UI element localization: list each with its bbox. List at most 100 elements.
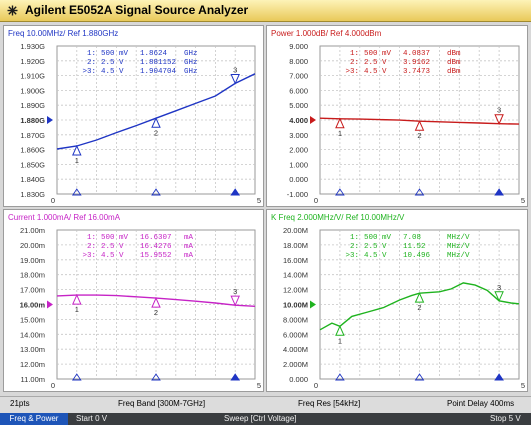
y-tick-label: 14.00M: [283, 271, 308, 280]
marker-position-indicator[interactable]: [151, 188, 161, 196]
y-tick-label: 3.000: [289, 131, 308, 140]
marker-position-indicator[interactable]: [414, 373, 425, 381]
readout-unit: MHz/V: [447, 234, 470, 242]
marker-triangle: [414, 291, 425, 303]
marker-label: 3: [497, 106, 501, 115]
trace-graph[interactable]: Current 1.000mA/ Ref 16.00mA 21.00m 20.00m…: [4, 210, 263, 391]
readout-unit: mA: [184, 243, 194, 251]
trace-marker-2[interactable]: 2: [414, 291, 425, 312]
y-tick-label: 7.000: [289, 72, 308, 81]
readout-voltage: 2.5 V: [101, 59, 124, 67]
reference-level-pointer[interactable]: [47, 116, 53, 124]
trace-marker-2[interactable]: 2: [151, 117, 161, 137]
points-setting[interactable]: 21pts: [10, 399, 30, 408]
readout-value: 16.4276: [140, 243, 172, 251]
point-delay-setting[interactable]: Point Delay 400ms: [447, 399, 515, 408]
trace-graph[interactable]: Freq 10.00MHz/ Ref 1.880GHz 1.930G 1.920G 1…: [4, 26, 263, 206]
readout-unit: dBm: [447, 59, 461, 67]
trace-marker-1[interactable]: 1: [72, 293, 82, 314]
y-tick-label: 1.900G: [20, 86, 45, 95]
marker-position-indicator[interactable]: [335, 373, 345, 381]
readout-voltage: 500 mV: [101, 50, 129, 58]
trace-marker-2[interactable]: 2: [151, 296, 161, 317]
readout-value: 11.52: [403, 243, 426, 251]
marker-label: 1: [75, 156, 79, 165]
measurement-mode-button[interactable]: Freq & Power: [0, 413, 68, 425]
readout-unit: GHz: [184, 68, 198, 76]
trace-title: K Freq 2.000MHz/V/ Ref 10.00MHz/V: [271, 213, 405, 222]
readout-marker-id: >3:: [82, 252, 96, 260]
marker-position-indicator[interactable]: [230, 373, 241, 381]
y-tick-label: 1.890G: [20, 101, 45, 110]
trace-marker-3[interactable]: 3: [494, 106, 504, 125]
readout-marker-id: 1:: [350, 234, 359, 242]
y-tick-label: 6.000: [289, 86, 308, 95]
freq-res-setting[interactable]: Freq Res [54kHz]: [298, 399, 361, 408]
y-tick-label: 1.910G: [20, 72, 45, 81]
y-tick-label: 4.000M: [283, 345, 308, 354]
trace-marker-1[interactable]: 1: [335, 117, 345, 138]
y-tick-label: 1.870G: [20, 131, 45, 140]
readout-voltage: 2.5 V: [101, 243, 124, 251]
readout-value: 15.9552: [140, 252, 172, 260]
y-tick-label: 18.00M: [283, 241, 308, 250]
marker-label: 2: [417, 303, 421, 312]
current-trace-panel[interactable]: Current 1.000mA/ Ref 16.00mA 21.00m 20.00m…: [3, 209, 264, 392]
readout-value: 1.904704: [140, 68, 177, 76]
freq-band-setting[interactable]: Freq Band [300M-7GHz]: [118, 399, 206, 408]
marker-position-indicator[interactable]: [494, 373, 504, 381]
y-tick-label: 20.00m: [20, 241, 45, 250]
marker-position-indicator[interactable]: [71, 188, 82, 196]
marker-position-indicator[interactable]: [230, 188, 241, 196]
trace-title: Current 1.000mA/ Ref 16.00mA: [8, 213, 121, 222]
trace-title: Freq 10.00MHz/ Ref 1.880GHz: [8, 29, 118, 38]
marker-label: 1: [338, 336, 342, 345]
trace-marker-3[interactable]: 3: [230, 287, 240, 307]
graticule: [56, 229, 256, 380]
readout-marker-id: 1:: [87, 234, 96, 242]
y-tick-label: 0.000: [289, 375, 308, 384]
marker-position-indicator[interactable]: [335, 188, 345, 196]
sweep-start: Start 0 V: [76, 414, 108, 423]
reference-level-pointer[interactable]: [310, 300, 316, 309]
y-tick-label: 13.00m: [20, 345, 45, 354]
y-tick-label: 1.000: [289, 160, 308, 169]
reference-level-pointer[interactable]: [47, 300, 53, 309]
y-tick-label: 11.00m: [21, 375, 45, 384]
marker-label: 2: [154, 308, 158, 317]
y-tick-label: 1.850G: [20, 160, 45, 169]
marker-position-indicator[interactable]: [494, 188, 504, 196]
frequency-trace-panel[interactable]: Freq 10.00MHz/ Ref 1.880GHz 1.930G 1.920G 1…: [3, 25, 264, 207]
marker-position-indicator[interactable]: [414, 188, 425, 196]
trace-marker-1[interactable]: 1: [72, 144, 82, 165]
power-trace-panel[interactable]: Power 1.000dB/ Ref 4.000dBm 9.000 8.000 7.0…: [266, 25, 528, 207]
marker-triangle: [72, 144, 82, 156]
marker-readout-table: 1: 500 mV 1.8624 GHz 2: 2.5 V 1.881152 GHz >3: 4.…: [82, 50, 197, 76]
marker-label: 2: [154, 128, 158, 137]
y-tick-label: 12.00M: [283, 286, 308, 295]
readout-marker-id: >3:: [345, 68, 359, 76]
trace-marker-1[interactable]: 1: [335, 325, 345, 345]
trace-marker-3[interactable]: 3: [230, 65, 240, 85]
trace-marker-2[interactable]: 2: [414, 120, 425, 140]
y-tick-label: 8.000M: [283, 315, 308, 324]
readout-marker-id: >3:: [345, 252, 359, 260]
marker-triangle: [494, 291, 504, 303]
marker-triangle: [151, 117, 161, 128]
trace-graph[interactable]: K Freq 2.000MHz/V/ Ref 10.00MHz/V 20.00M 1…: [267, 210, 527, 391]
marker-label: 2: [417, 131, 421, 140]
marker-position-indicator[interactable]: [71, 373, 82, 381]
reference-level-pointer[interactable]: [310, 116, 316, 124]
readout-marker-id: 2:: [87, 243, 96, 251]
tuning-sensitivity-trace-panel[interactable]: K Freq 2.000MHz/V/ Ref 10.00MHz/V 20.00M 1…: [266, 209, 528, 392]
y-tick-label: 19.00m: [20, 256, 45, 265]
trace-marker-3[interactable]: 3: [494, 283, 504, 303]
graticule: [56, 45, 256, 195]
y-tick-label: 1.880G: [20, 116, 45, 125]
status-bar: Freq & Power Start 0 V Sweep [Ctrl Volta…: [0, 413, 531, 425]
y-tick-label: 20.00M: [283, 226, 308, 235]
y-tick-label: 9.000: [289, 42, 308, 51]
marker-position-indicator[interactable]: [151, 373, 161, 381]
trace-graph[interactable]: Power 1.000dB/ Ref 4.000dBm 9.000 8.000 7.0…: [267, 26, 527, 206]
readout-voltage: 4.5 V: [364, 68, 387, 76]
